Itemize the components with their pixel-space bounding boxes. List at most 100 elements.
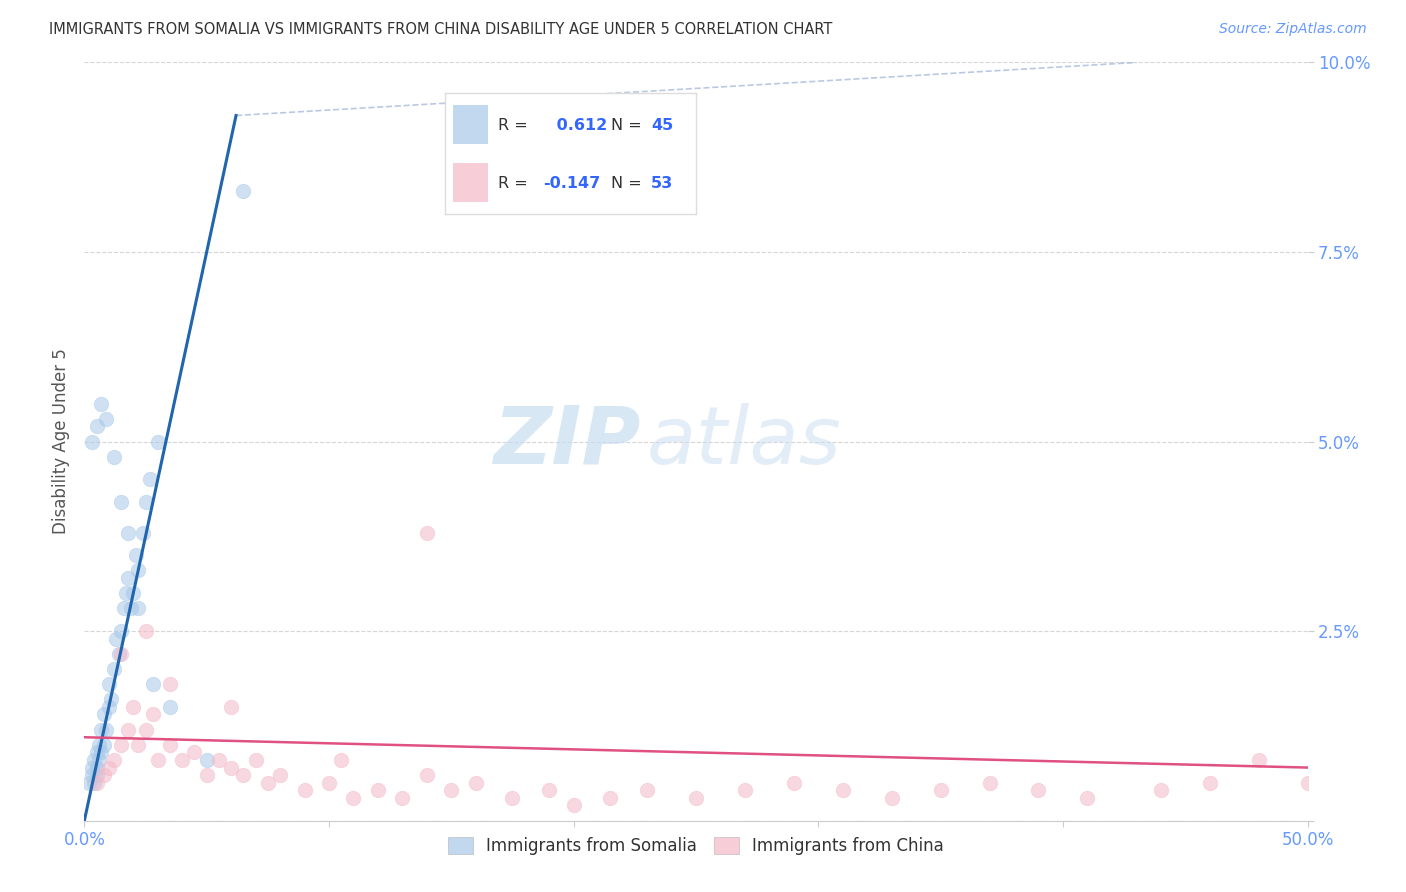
Point bbox=[83, 753, 105, 767]
Point bbox=[90, 723, 112, 737]
Point bbox=[636, 783, 658, 797]
Point bbox=[1028, 783, 1050, 797]
Point bbox=[1076, 791, 1098, 805]
Text: IMMIGRANTS FROM SOMALIA VS IMMIGRANTS FROM CHINA DISABILITY AGE UNDER 5 CORRELAT: IMMIGRANTS FROM SOMALIA VS IMMIGRANTS FR… bbox=[49, 22, 832, 37]
Point bbox=[100, 692, 122, 706]
Point bbox=[929, 783, 952, 797]
Point bbox=[127, 601, 149, 615]
Point bbox=[294, 783, 316, 797]
Point bbox=[93, 768, 115, 782]
Point bbox=[135, 495, 157, 509]
Point bbox=[146, 434, 169, 449]
Point bbox=[142, 707, 165, 722]
Point bbox=[219, 760, 242, 774]
Point bbox=[208, 753, 231, 767]
Legend: Immigrants from Somalia, Immigrants from China: Immigrants from Somalia, Immigrants from… bbox=[441, 830, 950, 862]
Point bbox=[77, 776, 100, 790]
Point bbox=[103, 753, 125, 767]
Point bbox=[97, 760, 120, 774]
Text: ZIP: ZIP bbox=[494, 402, 641, 481]
Point bbox=[120, 601, 142, 615]
Point bbox=[80, 768, 103, 782]
Point bbox=[257, 776, 280, 790]
Point bbox=[685, 791, 707, 805]
Point bbox=[195, 753, 218, 767]
Point bbox=[117, 723, 139, 737]
Point bbox=[103, 662, 125, 676]
Point bbox=[783, 776, 806, 790]
Point bbox=[110, 738, 132, 752]
Point bbox=[135, 723, 157, 737]
Point bbox=[440, 783, 463, 797]
Point bbox=[110, 647, 132, 661]
Point bbox=[502, 791, 524, 805]
Point bbox=[86, 746, 108, 760]
Point bbox=[96, 723, 118, 737]
Point bbox=[115, 586, 138, 600]
Point bbox=[86, 768, 108, 782]
Point bbox=[146, 753, 169, 767]
Point bbox=[219, 699, 242, 714]
Point bbox=[122, 586, 145, 600]
Text: Source: ZipAtlas.com: Source: ZipAtlas.com bbox=[1219, 22, 1367, 37]
Point bbox=[880, 791, 903, 805]
Point bbox=[538, 783, 561, 797]
Point bbox=[979, 776, 1001, 790]
Point bbox=[127, 738, 149, 752]
Point bbox=[416, 525, 439, 540]
Point bbox=[87, 753, 110, 767]
Point bbox=[159, 738, 181, 752]
Point bbox=[86, 776, 108, 790]
Point bbox=[562, 798, 585, 813]
Point bbox=[132, 525, 155, 540]
Point bbox=[245, 753, 267, 767]
Point bbox=[105, 632, 128, 646]
Point bbox=[93, 707, 115, 722]
Point bbox=[97, 699, 120, 714]
Point bbox=[117, 571, 139, 585]
Point bbox=[391, 791, 413, 805]
Point bbox=[96, 412, 118, 426]
Point bbox=[159, 699, 181, 714]
Point bbox=[86, 419, 108, 434]
Point bbox=[90, 746, 112, 760]
Point bbox=[122, 699, 145, 714]
Point bbox=[318, 776, 340, 790]
Point bbox=[831, 783, 853, 797]
Y-axis label: Disability Age Under 5: Disability Age Under 5 bbox=[52, 349, 70, 534]
Point bbox=[195, 768, 218, 782]
Point bbox=[80, 434, 103, 449]
Point bbox=[80, 760, 103, 774]
Point bbox=[734, 783, 756, 797]
Point bbox=[1296, 776, 1319, 790]
Point bbox=[330, 753, 353, 767]
Point bbox=[232, 768, 254, 782]
Point bbox=[107, 647, 129, 661]
Point bbox=[90, 396, 112, 410]
Point bbox=[110, 495, 132, 509]
Point bbox=[135, 624, 157, 639]
Point bbox=[83, 776, 105, 790]
Point bbox=[599, 791, 621, 805]
Point bbox=[142, 677, 165, 691]
Point bbox=[464, 776, 486, 790]
Point bbox=[87, 738, 110, 752]
Point bbox=[183, 746, 205, 760]
Point bbox=[416, 768, 439, 782]
Point bbox=[110, 624, 132, 639]
Text: atlas: atlas bbox=[647, 402, 842, 481]
Point bbox=[97, 677, 120, 691]
Point bbox=[172, 753, 194, 767]
Point bbox=[125, 548, 148, 563]
Point bbox=[367, 783, 389, 797]
Point bbox=[103, 450, 125, 464]
Point bbox=[112, 601, 135, 615]
Point bbox=[1198, 776, 1220, 790]
Point bbox=[127, 564, 149, 578]
Point bbox=[93, 738, 115, 752]
Point bbox=[159, 677, 181, 691]
Point bbox=[232, 184, 254, 198]
Point bbox=[86, 760, 108, 774]
Point bbox=[1150, 783, 1173, 797]
Point bbox=[342, 791, 364, 805]
